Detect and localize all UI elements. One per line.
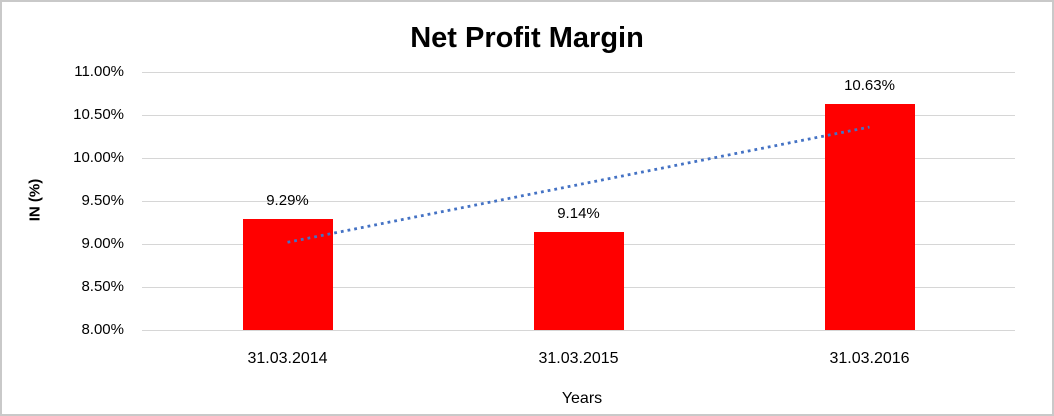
y-tick-label: 9.50% (81, 192, 124, 209)
x-category-label: 31.03.2016 (829, 350, 910, 367)
data-label: 10.63% (844, 76, 895, 94)
y-tick-label: 8.00% (81, 321, 124, 338)
data-label: 9.29% (266, 192, 309, 210)
y-tick-label: 10.00% (73, 149, 124, 166)
gridline (142, 114, 1015, 116)
x-category-label: 31.03.2014 (247, 350, 328, 367)
x-axis-title: Years (561, 390, 603, 407)
y-tick-label: 11.00% (74, 63, 124, 80)
gridline (142, 71, 1015, 73)
chart-title: Net Profit Margin (410, 22, 644, 54)
x-category-label: 31.03.2015 (538, 350, 619, 367)
bar-31.03.2015 (533, 231, 624, 330)
y-tick-label: 8.50% (81, 278, 124, 295)
y-tick-label: 9.00% (81, 235, 124, 252)
gridline (142, 329, 1015, 331)
data-label: 9.14% (557, 204, 600, 222)
y-tick-label: 10.50% (73, 106, 124, 123)
